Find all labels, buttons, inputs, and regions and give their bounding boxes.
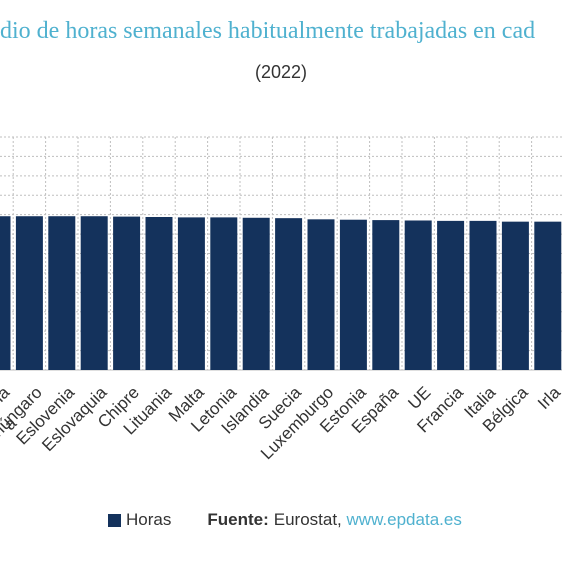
legend-label: Horas: [126, 510, 172, 529]
chart-subtitle: (2022): [254, 62, 308, 82]
bar: [0, 216, 11, 370]
source-name: Eurostat,: [273, 510, 342, 529]
bar: [437, 220, 465, 370]
bar: [210, 217, 238, 370]
source-label: Fuente:: [207, 510, 269, 529]
bar: [177, 217, 205, 370]
bar-chart: CroaciahúngaroEsloveniaEslovaquiaChipreL…: [0, 136, 562, 463]
bar: [80, 216, 108, 370]
bar: [469, 220, 497, 370]
bar: [242, 217, 270, 370]
bar: [15, 216, 43, 370]
source-link[interactable]: www.epdata.es: [346, 510, 462, 529]
bar: [372, 220, 400, 370]
bar: [534, 221, 562, 370]
bar: [501, 221, 529, 370]
chart-title: dio de horas semanales habitualmente tra…: [0, 18, 536, 44]
bar: [113, 216, 141, 370]
x-tick-label: Irla: [534, 382, 562, 413]
legend-swatch: [108, 513, 121, 527]
bar: [339, 219, 367, 370]
bar: [275, 218, 303, 370]
legend: Horas Fuente: Eurostat, www.epdata.es: [108, 510, 462, 530]
bar: [404, 220, 432, 370]
bar: [48, 216, 76, 370]
bar: [145, 216, 173, 370]
bar: [307, 219, 335, 370]
